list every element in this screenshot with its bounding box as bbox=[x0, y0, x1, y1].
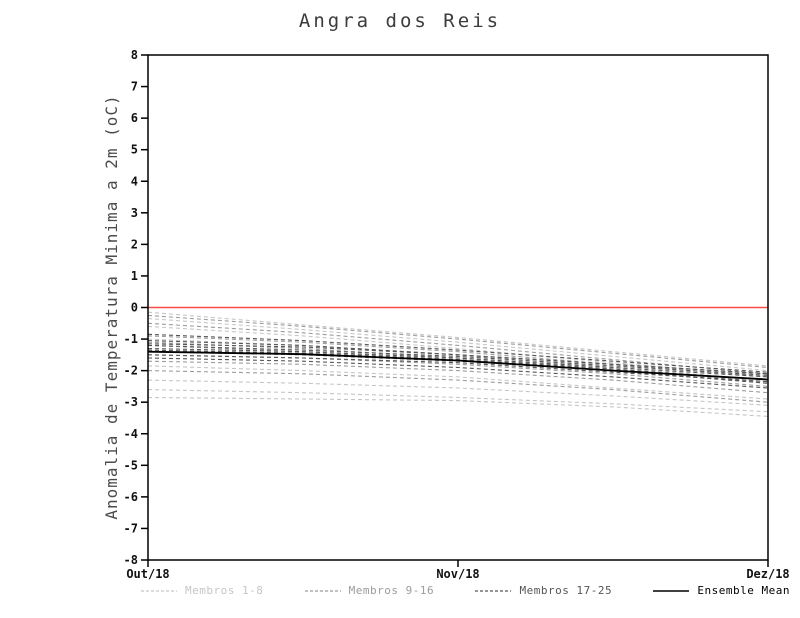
member-line bbox=[147, 322, 769, 375]
y-tick-label: 0 bbox=[131, 301, 138, 315]
y-tick-label: 6 bbox=[131, 111, 138, 125]
member-line bbox=[147, 335, 769, 378]
y-tick-label: 1 bbox=[131, 269, 138, 283]
y-tick-label: -5 bbox=[124, 458, 138, 472]
chart-canvas: -8 -7 -6 -5 -4 -3 -2 -1 0 1 2 3 4 5 6 7 8 Out/18 Nov/18 Dez… bbox=[124, 48, 790, 581]
legend-label-membros-9-16: Membros 9-16 bbox=[348, 584, 435, 597]
x-tick-label: Out/18 bbox=[126, 567, 169, 581]
legend-label-membros-17-25: Membros 17-25 bbox=[519, 584, 613, 597]
y-tick-label: 4 bbox=[131, 174, 138, 188]
legend-label-ensemble-mean: Ensemble Mean bbox=[697, 584, 790, 597]
member-line bbox=[147, 379, 769, 406]
member-line bbox=[147, 343, 769, 375]
member-line bbox=[147, 357, 769, 389]
dashed-line-sample-dark bbox=[475, 589, 512, 592]
x-tick-label: Nov/18 bbox=[436, 567, 479, 581]
member-line bbox=[147, 325, 769, 376]
series-lines bbox=[147, 311, 769, 417]
ensemble-mean-line bbox=[147, 350, 769, 381]
legend-entry-ensemble-mean: Ensemble Mean bbox=[652, 584, 790, 597]
member-line bbox=[147, 314, 769, 369]
y-tick-label: -3 bbox=[124, 395, 138, 409]
member-line bbox=[147, 311, 769, 367]
x-tick-label: Dez/18 bbox=[746, 567, 789, 581]
y-tick-label: 8 bbox=[131, 48, 138, 62]
y-tick-label: -1 bbox=[124, 332, 138, 346]
y-tick-label: -4 bbox=[124, 427, 138, 441]
y-tick-label: 5 bbox=[131, 143, 138, 157]
member-line bbox=[147, 317, 769, 372]
legend-entry-membros-1-8: Membros 1-8 bbox=[140, 584, 263, 597]
member-line bbox=[147, 347, 769, 378]
legend-entry-membros-9-16: Membros 9-16 bbox=[304, 584, 434, 597]
y-axis-ticks: -8 -7 -6 -5 -4 -3 -2 -1 0 1 2 3 4 5 6 7 8 bbox=[124, 48, 148, 567]
y-tick-label: 7 bbox=[131, 80, 138, 94]
member-line bbox=[147, 389, 769, 413]
member-line bbox=[147, 396, 769, 417]
solid-line-sample bbox=[653, 589, 690, 592]
member-line bbox=[147, 344, 769, 376]
dashed-line-sample-medium bbox=[304, 589, 341, 592]
y-tick-label: 3 bbox=[131, 206, 138, 220]
member-line bbox=[147, 365, 769, 400]
member-line bbox=[147, 360, 769, 394]
member-line bbox=[147, 370, 769, 403]
member-line bbox=[147, 333, 769, 373]
legend: Membros 1-8 Membros 9-16 Membros 17-25 E… bbox=[140, 584, 790, 597]
legend-label-membros-1-8: Membros 1-8 bbox=[185, 584, 264, 597]
y-tick-label: -2 bbox=[124, 364, 138, 378]
y-tick-label: -8 bbox=[124, 553, 138, 567]
y-tick-label: 2 bbox=[131, 237, 138, 251]
chart-title: Angra dos Reis bbox=[298, 10, 502, 32]
x-axis-ticks: Out/18 Nov/18 Dez/18 bbox=[126, 560, 790, 581]
y-tick-label: -6 bbox=[124, 490, 138, 504]
member-line bbox=[147, 354, 769, 383]
y-tick-label: -7 bbox=[124, 521, 138, 535]
dashed-line-sample-light bbox=[141, 589, 177, 592]
member-line bbox=[147, 354, 769, 387]
legend-entry-membros-17-25: Membros 17-25 bbox=[474, 584, 612, 597]
